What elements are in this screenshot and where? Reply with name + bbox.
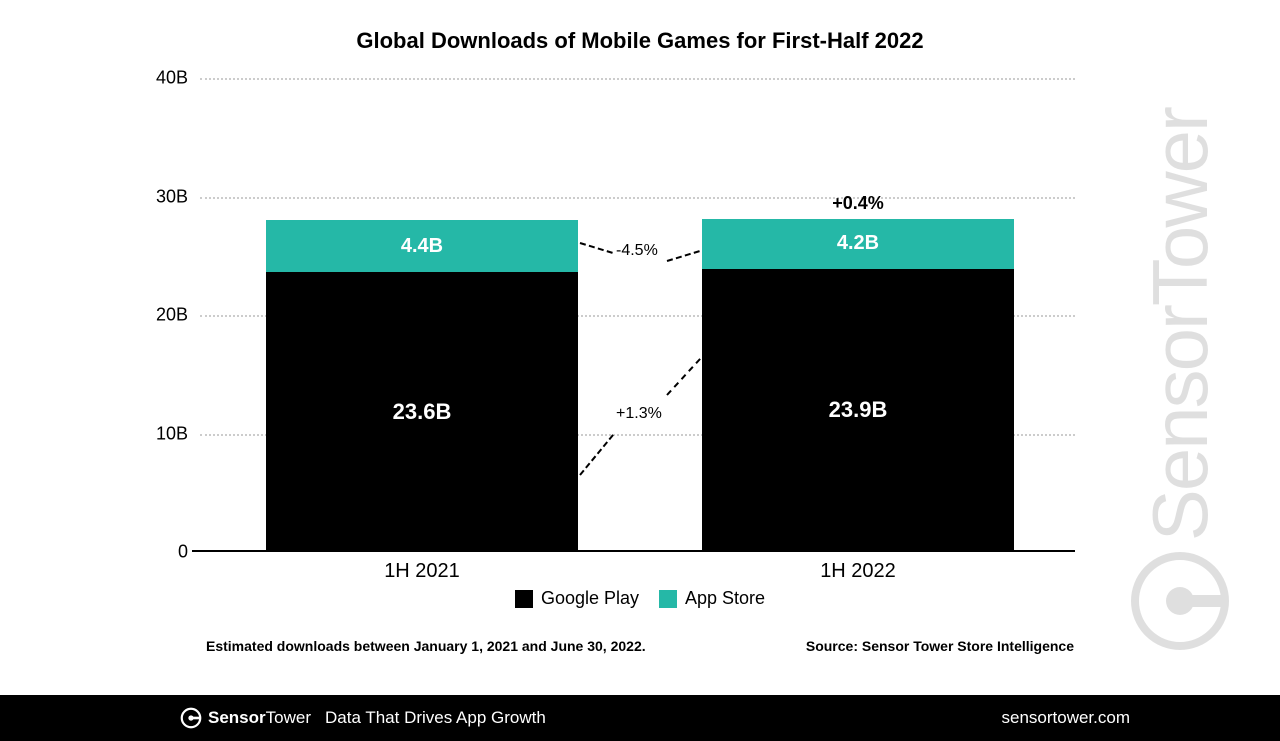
connector-line bbox=[580, 242, 614, 254]
ytick-label: 40B bbox=[156, 68, 200, 89]
legend-item: App Store bbox=[659, 588, 765, 609]
bar-segment-googleplay: 23.9B bbox=[702, 269, 1014, 552]
footer-left: SensorTower Data That Drives App Growth bbox=[180, 707, 546, 729]
footer-brand: SensorTower bbox=[208, 708, 311, 728]
total-change-label: +0.4% bbox=[702, 193, 1014, 214]
connector-label-googleplay: +1.3% bbox=[616, 405, 662, 423]
connector-line bbox=[667, 250, 701, 262]
xtick-label: 1H 2022 bbox=[702, 560, 1014, 583]
legend-swatch bbox=[515, 590, 533, 608]
watermark: SensorTower bbox=[1120, 80, 1240, 651]
footer: SensorTower Data That Drives App Growth … bbox=[0, 695, 1280, 741]
legend-item: Google Play bbox=[515, 588, 639, 609]
footer-logo: SensorTower bbox=[180, 707, 311, 729]
bar: 23.6B4.4B bbox=[266, 220, 578, 552]
ytick-label: 30B bbox=[156, 186, 200, 207]
bar-segment-appstore: 4.4B bbox=[266, 220, 578, 272]
legend: Google Play App Store bbox=[0, 588, 1280, 613]
gridline bbox=[200, 78, 1075, 80]
ytick-label: 10B bbox=[156, 423, 200, 444]
footer-site: sensortower.com bbox=[1002, 708, 1131, 728]
sensortower-icon bbox=[180, 707, 202, 729]
legend-swatch bbox=[659, 590, 677, 608]
connector-label-appstore: -4.5% bbox=[616, 242, 658, 260]
watermark-text: SensorTower bbox=[1135, 108, 1226, 541]
note-right: Source: Sensor Tower Store Intelligence bbox=[806, 638, 1074, 654]
legend-label: Google Play bbox=[541, 588, 639, 609]
connector-line bbox=[666, 359, 700, 396]
footer-tagline: Data That Drives App Growth bbox=[325, 708, 546, 728]
ytick-label: 0 bbox=[178, 542, 200, 563]
chart-title: Global Downloads of Mobile Games for Fir… bbox=[0, 0, 1280, 68]
bar-segment-googleplay: 23.6B bbox=[266, 272, 578, 552]
notes-row: Estimated downloads between January 1, 2… bbox=[0, 638, 1280, 654]
connector-line bbox=[579, 434, 614, 475]
xtick-label: 1H 2021 bbox=[266, 560, 578, 583]
note-left: Estimated downloads between January 1, 2… bbox=[206, 638, 646, 654]
legend-label: App Store bbox=[685, 588, 765, 609]
bar: 23.9B4.2B bbox=[702, 219, 1014, 552]
bar-segment-appstore: 4.2B bbox=[702, 219, 1014, 269]
ytick-label: 20B bbox=[156, 305, 200, 326]
chart-plot-area: 010B20B30B40B23.6B4.4B1H 202123.9B4.2B1H… bbox=[200, 78, 1075, 552]
